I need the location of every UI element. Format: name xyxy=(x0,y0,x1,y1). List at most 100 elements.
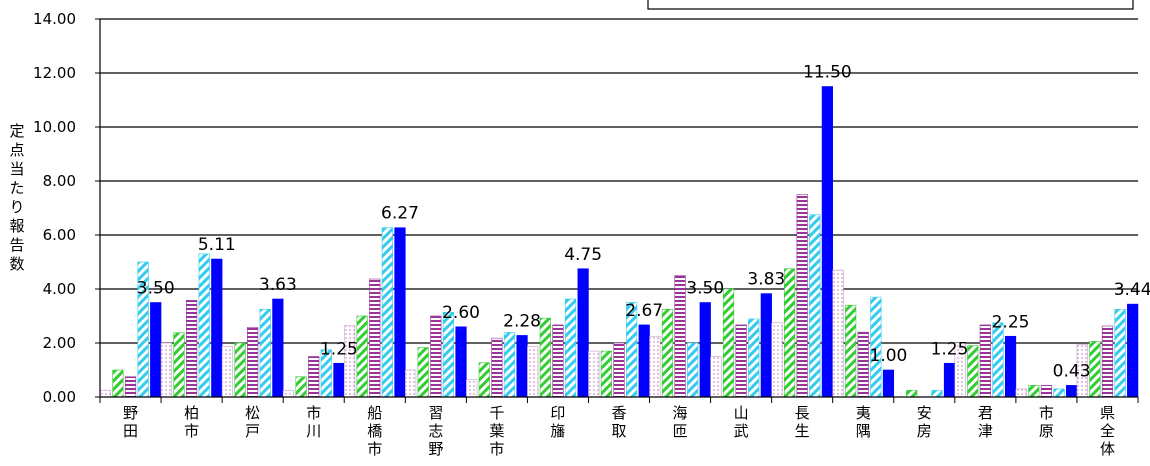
bar-series-4 xyxy=(198,253,210,398)
bar-series-4 xyxy=(687,342,699,398)
x-tick-label: 田 xyxy=(123,422,138,440)
x-tick-label: 市 xyxy=(367,440,382,458)
bar-series-4 xyxy=(259,308,271,398)
x-tick-label: 千 xyxy=(489,404,504,422)
bar-series-2 xyxy=(295,376,307,398)
bar-series-3 xyxy=(430,315,442,398)
bar-series-4 xyxy=(564,298,577,398)
x-tick-label: 香 xyxy=(611,404,626,422)
data-label: 1.25 xyxy=(931,339,969,359)
bar-series-3 xyxy=(1101,325,1114,398)
x-tick-label: 体 xyxy=(1100,440,1115,458)
bar-series-4 xyxy=(809,214,821,398)
legend-box xyxy=(647,0,1134,10)
data-label: 2.28 xyxy=(503,311,541,331)
data-label: 6.27 xyxy=(381,204,419,224)
bar-series-5 xyxy=(577,268,589,398)
x-tick-label: 松 xyxy=(245,404,260,422)
bar-series-3 xyxy=(613,342,625,398)
data-label: 0.43 xyxy=(1053,361,1091,381)
bar-series-3 xyxy=(124,376,137,398)
bar-series-1 xyxy=(343,325,356,398)
bar-series-1 xyxy=(160,342,172,398)
bar-series-5 xyxy=(638,324,650,398)
bar-series-5 xyxy=(760,293,772,398)
data-label: 3.63 xyxy=(259,275,297,295)
y-tick-label: 0.00 xyxy=(43,388,76,406)
bar-series-3 xyxy=(735,324,747,398)
bar-series-2 xyxy=(967,345,979,398)
bar-series-1 xyxy=(221,345,234,398)
x-tick-label: 房 xyxy=(917,422,932,440)
x-tick-label: 武 xyxy=(734,422,749,440)
bar-series-5 xyxy=(1127,303,1139,398)
bar-series-2 xyxy=(173,332,185,398)
x-tick-label: 津 xyxy=(978,422,993,440)
data-label: 3.50 xyxy=(686,279,724,299)
y-tick-label: 12.00 xyxy=(33,64,76,82)
x-tick-label: 安 xyxy=(917,404,932,422)
x-tick-label: 船 xyxy=(367,404,382,422)
bar-series-5 xyxy=(211,258,223,398)
bar-series-1 xyxy=(588,350,600,398)
y-axis-label: 定点当たり報告数 xyxy=(9,122,25,273)
bar-series-3 xyxy=(185,300,198,398)
bar-series-2 xyxy=(906,389,918,398)
x-tick-label: 夷 xyxy=(856,404,871,422)
x-tick-label: 川 xyxy=(306,422,321,440)
bar-series-2 xyxy=(539,317,551,398)
bar-series-4 xyxy=(503,332,516,398)
bar-series-5 xyxy=(394,227,406,398)
x-tick-label: 隅 xyxy=(856,422,871,440)
data-label: 2.67 xyxy=(625,301,663,321)
bar-series-5 xyxy=(1066,385,1078,398)
x-tick-label: 取 xyxy=(611,422,626,440)
bar-series-1 xyxy=(649,335,661,398)
bar-series-4 xyxy=(1053,388,1065,398)
bar-series-2 xyxy=(1089,341,1101,398)
data-label: 2.25 xyxy=(992,312,1030,332)
data-label: 4.75 xyxy=(564,245,602,265)
data-label: 1.00 xyxy=(870,346,908,366)
bar-series-3 xyxy=(857,331,869,398)
x-tick-label: 旛 xyxy=(550,422,565,440)
bar-series-5 xyxy=(699,302,711,398)
data-label: 1.25 xyxy=(320,339,358,359)
x-tick-label: 山 xyxy=(734,404,749,422)
data-label: 3.50 xyxy=(137,279,175,299)
y-tick-label: 8.00 xyxy=(43,172,76,190)
x-tick-label: 印 xyxy=(550,404,565,422)
bar-series-3 xyxy=(247,327,259,398)
x-tick-label: 志 xyxy=(428,422,443,440)
x-tick-label: 海 xyxy=(673,404,688,422)
bar-series-5 xyxy=(272,298,284,398)
x-tick-label: 原 xyxy=(1039,422,1054,440)
bar-series-3 xyxy=(308,356,320,398)
bar-series-4 xyxy=(931,389,943,398)
bar-series-2 xyxy=(1028,385,1040,398)
bar-series-5 xyxy=(455,326,467,398)
bar-series-4 xyxy=(381,227,393,398)
bar-series-3 xyxy=(369,278,381,398)
bar-series-3 xyxy=(979,324,991,398)
x-tick-label: 匝 xyxy=(673,422,688,440)
bar-series-1 xyxy=(466,379,478,398)
data-label: 3.83 xyxy=(747,270,785,290)
x-tick-label: 長 xyxy=(795,404,810,422)
bar-series-2 xyxy=(783,268,796,398)
bar-series-1 xyxy=(527,345,539,398)
bar-series-5 xyxy=(516,335,528,398)
bar-series-4 xyxy=(442,311,455,398)
bar-series-3 xyxy=(796,194,808,398)
bar-series-2 xyxy=(112,369,124,398)
bar-series-5 xyxy=(821,86,833,398)
bar-series-2 xyxy=(845,304,857,398)
x-tick-label: 橋 xyxy=(367,422,382,440)
bar-series-5 xyxy=(943,362,956,398)
bar-series-5 xyxy=(882,369,895,398)
data-label: 11.50 xyxy=(803,63,852,83)
data-label: 2.60 xyxy=(442,303,480,323)
y-tick-label: 10.00 xyxy=(33,118,76,136)
bar-series-4 xyxy=(748,318,760,398)
